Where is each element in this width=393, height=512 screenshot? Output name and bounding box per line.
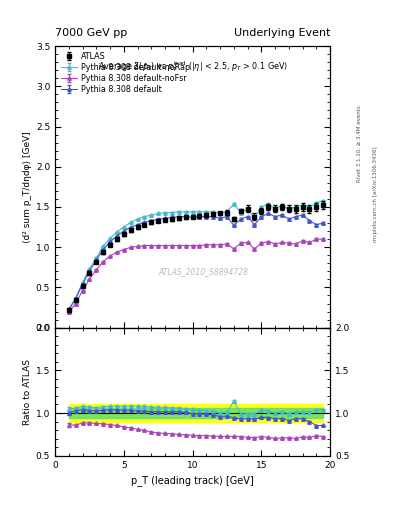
Text: 7000 GeV pp: 7000 GeV pp bbox=[55, 28, 127, 38]
Text: mcplots.cern.ch [arXiv:1306.3436]: mcplots.cern.ch [arXiv:1306.3436] bbox=[373, 147, 378, 242]
Y-axis label: Ratio to ATLAS: Ratio to ATLAS bbox=[23, 359, 31, 424]
Text: ATLAS_2010_S8894728: ATLAS_2010_S8894728 bbox=[158, 267, 249, 276]
Text: Underlying Event: Underlying Event bbox=[233, 28, 330, 38]
X-axis label: p_T (leading track) [GeV]: p_T (leading track) [GeV] bbox=[131, 475, 254, 486]
Text: Average $\Sigma(p_T)$ vs $p_T^\mathrm{lead}$ ($|\eta|$ < 2.5, $p_T$ > 0.1 GeV): Average $\Sigma(p_T)$ vs $p_T^\mathrm{le… bbox=[97, 59, 288, 74]
Legend: ATLAS, Pythia 8.308 default-noRap, Pythia 8.308 default-noFsr, Pythia 8.308 defa: ATLAS, Pythia 8.308 default-noRap, Pythi… bbox=[59, 50, 191, 95]
Y-axis label: ⟨d² sum p_T/dηdφ⟩ [GeV]: ⟨d² sum p_T/dηdφ⟩ [GeV] bbox=[23, 131, 31, 243]
Text: Rivet 3.1.10, ≥ 3.4M events: Rivet 3.1.10, ≥ 3.4M events bbox=[357, 105, 362, 182]
